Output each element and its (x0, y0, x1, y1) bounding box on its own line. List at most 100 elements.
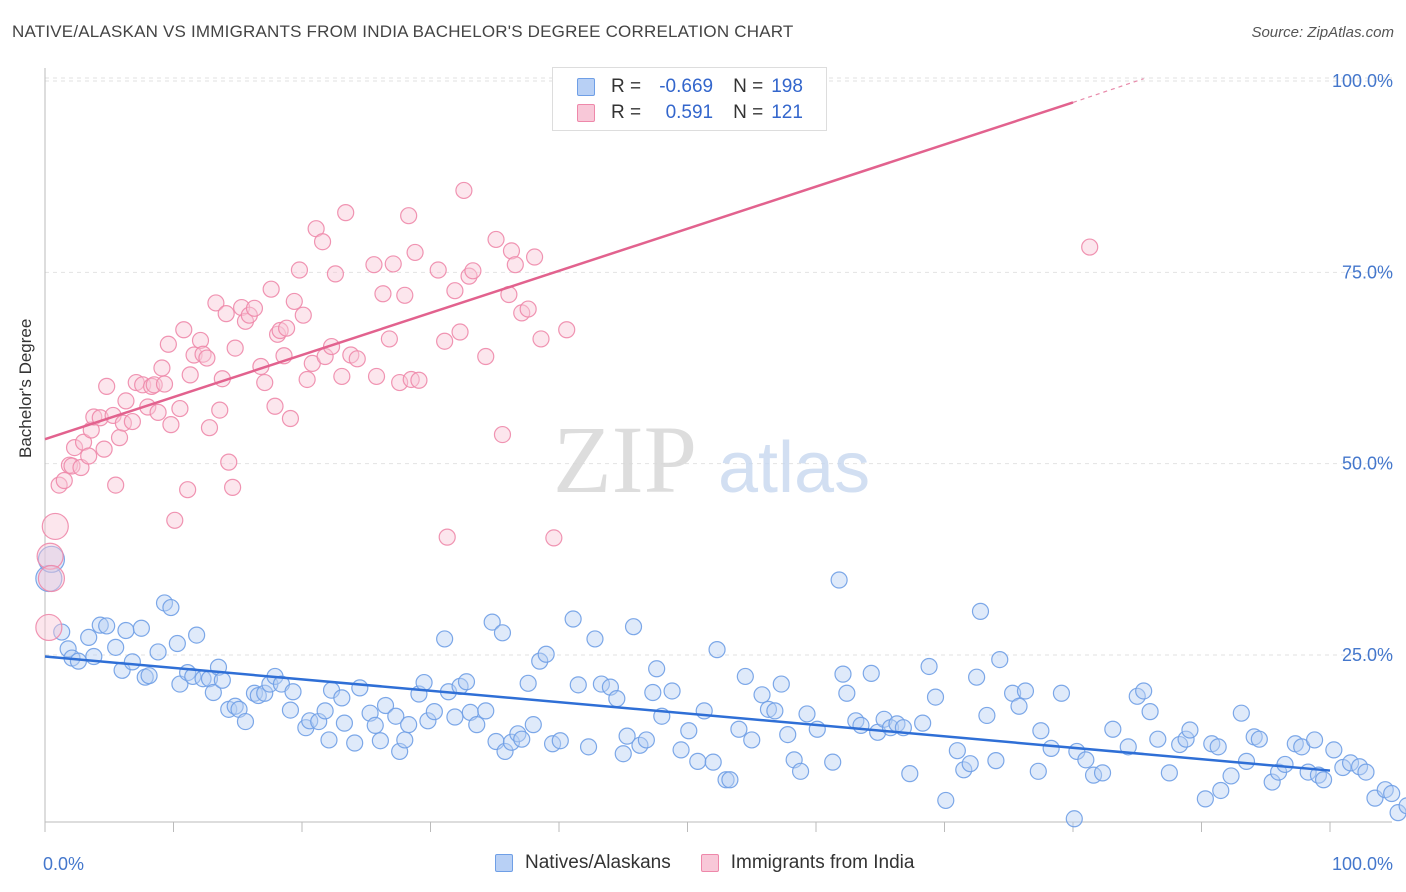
india-point (155, 375, 174, 393)
natives-point (513, 730, 531, 748)
x-tick-label: 100.0% (1332, 854, 1393, 874)
trend-lines (44, 78, 1331, 772)
natives-point (256, 684, 274, 702)
natives-point (149, 643, 167, 661)
legend-label-india: Immigrants from India (730, 852, 915, 873)
natives-point (772, 675, 790, 693)
india-point (107, 476, 125, 494)
india-point (451, 323, 469, 341)
india-point (348, 350, 366, 368)
india-point (333, 367, 351, 386)
natives-point (1016, 682, 1035, 700)
natives-point (204, 683, 222, 702)
natives-point (834, 665, 852, 683)
natives-point (333, 689, 351, 707)
natives-point (991, 650, 1009, 669)
natives-point (1177, 730, 1195, 748)
natives-point (1149, 730, 1167, 748)
india-point (171, 399, 189, 418)
india-point (438, 528, 456, 546)
axes (44, 68, 1392, 832)
india-point (384, 255, 402, 273)
natives-point (564, 610, 582, 628)
natives-point (779, 725, 797, 744)
india-point (380, 330, 398, 348)
y-tick-label: 100.0% (1332, 71, 1393, 91)
india-point (200, 419, 219, 437)
india-point (410, 371, 428, 389)
india-point (217, 305, 235, 323)
india-point (532, 330, 550, 348)
natives-point (387, 707, 405, 725)
india-point (519, 300, 537, 318)
natives-point (236, 712, 255, 731)
natives-point (1052, 684, 1071, 702)
natives-point (1263, 773, 1281, 791)
natives-point (838, 684, 856, 702)
india-point (313, 233, 332, 251)
natives-point (551, 732, 569, 750)
legend-item-india: Immigrants from India (700, 852, 915, 874)
natives-point (791, 762, 810, 780)
stats-row-natives: R = -0.669 N = 198 (577, 75, 803, 99)
india-point (162, 416, 180, 434)
india-point (153, 359, 171, 377)
natives-point (140, 667, 158, 685)
watermark: ZIP atlas (553, 406, 870, 513)
natives-point (371, 732, 389, 750)
natives-point (971, 602, 990, 620)
india-point (166, 511, 184, 529)
stats-legend: R = -0.669 N = 198 R = 0.591 N = 121 (552, 67, 827, 131)
india-point (185, 346, 203, 364)
natives-point (519, 674, 537, 692)
natives-point (457, 673, 476, 691)
india-point (406, 243, 424, 262)
series-india-points (35, 181, 1099, 642)
natives-point (1305, 731, 1324, 749)
natives-point (648, 660, 666, 678)
natives-point (901, 765, 919, 783)
tick-labels: 25.0% 50.0% 75.0% 100.0% 0.0% 100.0% (43, 71, 1393, 874)
natives-point (1042, 739, 1060, 757)
india-point (1081, 238, 1099, 256)
india-point (181, 366, 199, 384)
india-point (159, 335, 177, 353)
natives-point (586, 630, 604, 648)
natives-point (59, 640, 77, 658)
natives-point (987, 752, 1005, 770)
india-point (65, 438, 84, 457)
natives-point (320, 731, 338, 749)
stats-row-india: R = 0.591 N = 121 (577, 101, 803, 125)
natives-point (1276, 755, 1294, 774)
legend-box-india (700, 854, 719, 872)
natives-point (301, 712, 319, 730)
natives-point (310, 712, 328, 731)
natives-point (446, 708, 464, 726)
natives-point (346, 734, 364, 752)
india-point (110, 429, 129, 447)
natives-point (396, 731, 414, 749)
india-point (400, 207, 418, 225)
natives-point (766, 702, 784, 720)
natives-point (680, 722, 698, 740)
natives-point (1181, 721, 1199, 739)
grid-lines (45, 77, 1392, 656)
legend-item-natives: Natives/Alaskans (495, 852, 671, 874)
natives-point (968, 668, 986, 686)
natives-point (213, 671, 231, 689)
natives-point (1141, 703, 1159, 721)
natives-point (689, 752, 707, 770)
y-tick-label: 75.0% (1342, 262, 1393, 282)
natives-point (436, 630, 454, 648)
natives-point (937, 791, 955, 810)
india-point (464, 262, 482, 280)
india-point (175, 321, 193, 339)
natives-point (132, 619, 150, 637)
natives-point (824, 753, 842, 771)
legend-swatch-india (577, 104, 595, 122)
natives-point (1325, 741, 1343, 759)
series-natives-points (35, 545, 1406, 828)
natives-point (496, 742, 514, 761)
india-point (436, 332, 454, 350)
natives-point (477, 702, 495, 720)
